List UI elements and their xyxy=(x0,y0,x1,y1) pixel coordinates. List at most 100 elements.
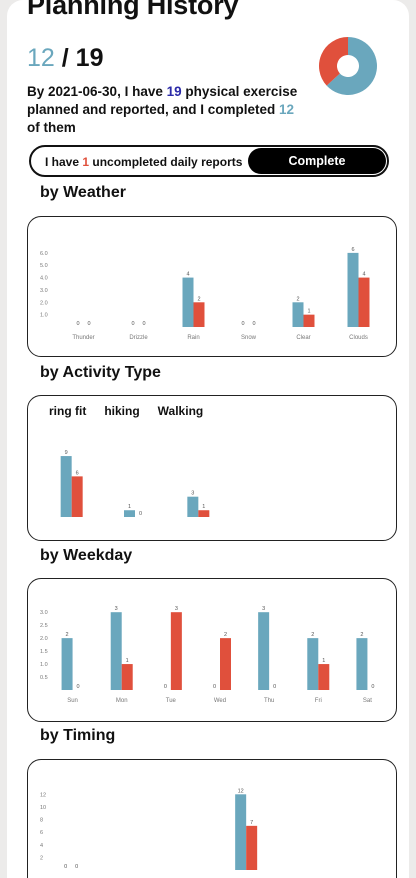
bar-value-label: 3 xyxy=(262,606,265,612)
y-tick-label: 6.0 xyxy=(40,251,48,257)
y-tick-label: 5.0 xyxy=(40,263,48,269)
bar-sat-series-1 xyxy=(356,638,368,690)
bar-value-label: 1 xyxy=(322,658,325,664)
x-tick-label-thunder: Thunder xyxy=(72,335,94,341)
section-title-weekday: by Weekday xyxy=(40,547,133,564)
bar-value-label: 2 xyxy=(296,296,299,302)
bar-fri-series-2 xyxy=(318,664,330,690)
weekday-bar-chart: 0.5 1.0 1.5 2.0 2.5 3.0 2 0 Sun 3 1 Mon 0 3 Tue 0 2 Wed 3 0… xyxy=(40,606,374,704)
bar-tue-series-2 xyxy=(170,612,182,690)
bar-wed-series-2 xyxy=(220,638,231,690)
x-tick-label-thu: Thu xyxy=(264,698,274,704)
x-tick-label-fri: Fri xyxy=(315,698,322,704)
donut-slice-completed xyxy=(326,37,377,95)
donut-slice-uncompleted xyxy=(319,37,348,86)
bar-value-label: 0 xyxy=(164,684,167,690)
bar-clear-series-1 xyxy=(292,302,304,327)
y-tick-label: 1.5 xyxy=(40,649,48,655)
activity-chart-card: ring fit hiking Walking 9 6 1 0 3 1 xyxy=(27,395,397,541)
bar-value-label: 2 xyxy=(197,296,200,302)
bar-value-label: 9 xyxy=(65,450,68,456)
bar-fri-series-1 xyxy=(307,638,319,690)
x-tick-label-mon: Mon xyxy=(116,698,128,704)
bar-value-label: 0 xyxy=(241,321,244,327)
bar-mon-series-2 xyxy=(121,664,133,690)
bar-value-label: 4 xyxy=(186,272,189,278)
bar-value-label: 0 xyxy=(142,321,145,327)
timing-bar-chart: 2 4 6 8 10 12 0 0 12 7 xyxy=(40,788,258,870)
summary-mid: physical exercise planned and reported, … xyxy=(27,84,298,117)
bar-value-label: 0 xyxy=(131,321,134,327)
bar-walking-series-2 xyxy=(198,510,210,517)
section-title-timing: by Timing xyxy=(40,727,116,744)
y-tick-label: 2.0 xyxy=(40,636,48,642)
bar-value-label: 6 xyxy=(76,470,79,476)
y-tick-label: 3.0 xyxy=(40,610,48,616)
bar-value-label: 4 xyxy=(362,272,365,278)
report-text-prefix: I have xyxy=(45,155,83,169)
bar-value-label: 0 xyxy=(87,321,90,327)
y-tick-label: 10 xyxy=(40,805,46,811)
y-tick-label: 3.0 xyxy=(40,288,48,294)
weather-chart-card: 1.0 2.0 3.0 4.0 5.0 6.0 0 0 Thunder 0 0 Drizzle 4 2 Ra… xyxy=(27,216,397,357)
bar-slot-3-series-2 xyxy=(246,825,258,870)
bar-ring-fit-series-1 xyxy=(60,456,72,517)
y-tick-label: 4 xyxy=(40,843,43,849)
bar-hiking-series-1 xyxy=(124,510,135,517)
bar-value-label: 0 xyxy=(273,684,276,690)
section-title-weather: by Weather xyxy=(40,184,126,201)
bar-value-label: 12 xyxy=(238,788,244,794)
x-tick-label-drizzle: Drizzle xyxy=(129,335,148,341)
x-tick-label-clouds: Clouds xyxy=(349,335,368,341)
timing-chart-card: 2 4 6 8 10 12 0 0 12 7 xyxy=(27,759,397,878)
bar-value-label: 7 xyxy=(250,820,253,826)
x-tick-label-sun: Sun xyxy=(67,698,78,704)
y-tick-label: 2.0 xyxy=(40,300,48,306)
bar-value-label: 2 xyxy=(311,632,314,638)
bar-value-label: 0 xyxy=(77,684,80,690)
planning-history-sheet: Planning History 12 / 19 By 2021-06-30, … xyxy=(7,0,409,878)
activity-label-hiking: hiking xyxy=(104,404,140,418)
report-text-suffix: uncompleted daily reports xyxy=(89,155,243,169)
y-tick-label: 6 xyxy=(40,830,43,836)
bar-value-label: 3 xyxy=(191,491,194,497)
x-tick-label-sat: Sat xyxy=(363,698,372,704)
complete-button[interactable]: Complete xyxy=(248,148,386,174)
bar-rain-series-1 xyxy=(182,277,194,327)
bar-sun-series-1 xyxy=(61,638,73,690)
bar-value-label: 0 xyxy=(371,684,374,690)
bar-rain-series-2 xyxy=(193,302,205,327)
x-tick-label-snow: Snow xyxy=(241,335,257,341)
summary-completed: 12 xyxy=(279,102,295,117)
summary-prefix: By 2021-06-30, I have xyxy=(27,84,167,99)
activity-type-legend: ring fit hiking Walking xyxy=(49,404,221,418)
activity-label-ring-fit: ring fit xyxy=(49,404,87,418)
bar-value-label: 0 xyxy=(252,321,255,327)
activity-label-walking: Walking xyxy=(157,404,204,418)
bar-clear-series-2 xyxy=(303,314,315,327)
y-tick-label: 1.0 xyxy=(40,313,48,319)
y-tick-label: 8 xyxy=(40,818,43,824)
page-title: Planning History xyxy=(27,0,239,20)
section-title-activity: by Activity Type xyxy=(40,364,161,381)
completion-ratio: 12 / 19 xyxy=(27,44,103,73)
summary-text: By 2021-06-30, I have 19 physical exerci… xyxy=(27,83,307,137)
x-tick-label-clear: Clear xyxy=(296,335,310,341)
uncompleted-count: 1 xyxy=(82,155,90,169)
bar-value-label: 1 xyxy=(307,309,310,315)
uncompleted-reports-bar: I have 1 uncompleted daily reports Compl… xyxy=(29,145,389,177)
bar-value-label: 3 xyxy=(175,606,178,612)
x-tick-label-rain: Rain xyxy=(187,335,199,341)
bar-value-label: 6 xyxy=(351,247,354,253)
bar-clouds-series-1 xyxy=(347,252,359,327)
bar-value-label: 0 xyxy=(64,864,67,870)
bar-value-label: 1 xyxy=(128,504,131,510)
completed-count: 12 xyxy=(27,44,55,72)
x-tick-label-tue: Tue xyxy=(166,698,177,704)
bar-value-label: 2 xyxy=(224,632,227,638)
bar-value-label: 3 xyxy=(115,606,118,612)
bar-walking-series-1 xyxy=(187,496,199,517)
bar-value-label: 2 xyxy=(66,632,69,638)
weather-bar-chart: 1.0 2.0 3.0 4.0 5.0 6.0 0 0 Thunder 0 0 Drizzle 4 2 Ra… xyxy=(40,247,370,341)
bar-ring-fit-series-2 xyxy=(71,476,83,517)
